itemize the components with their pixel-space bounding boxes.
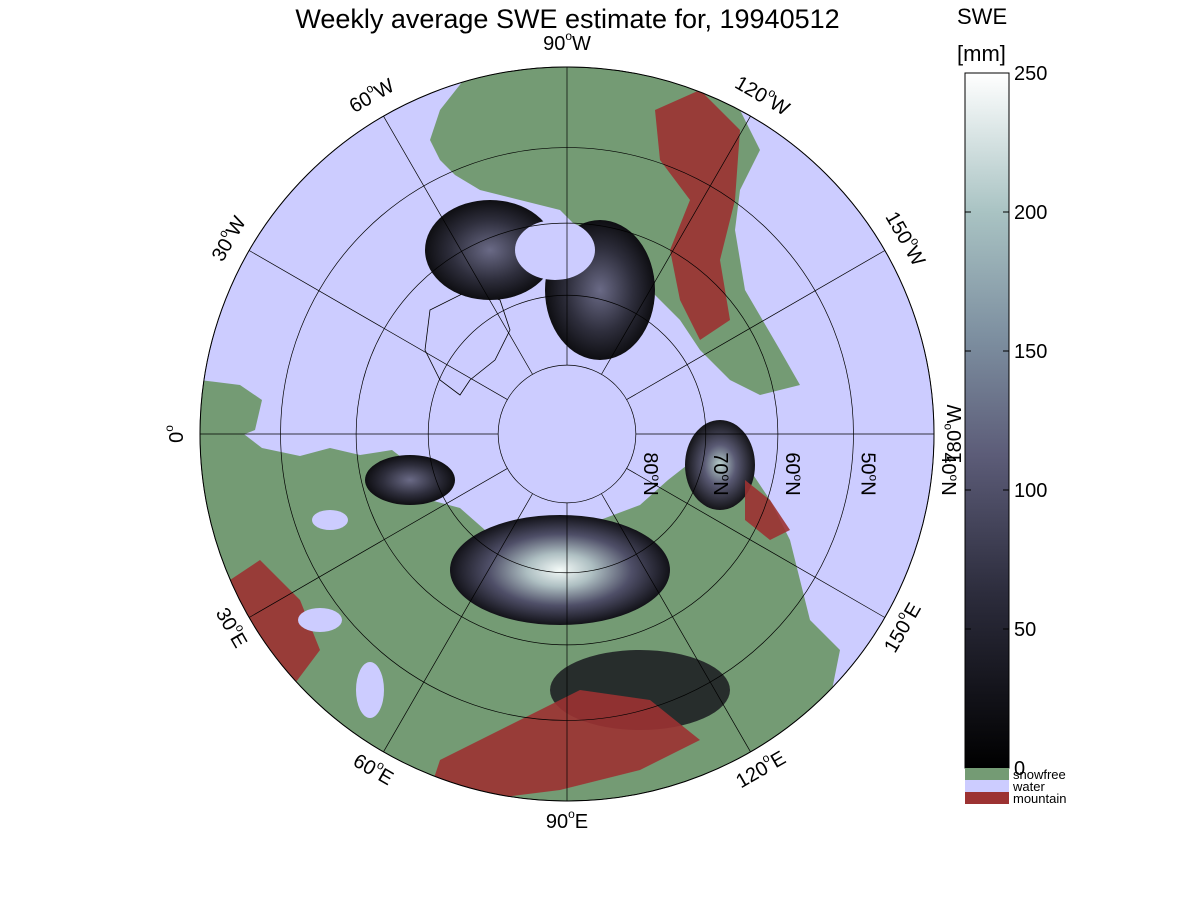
- meridian-150: [626, 468, 886, 618]
- latitude-label-70: 70oN: [709, 452, 733, 495]
- swe-scandinavia: [365, 455, 455, 505]
- colorbar-tick-label-250: 250: [1014, 63, 1047, 85]
- swe-kamchatka: [685, 420, 755, 510]
- latitude-label-80: 80oN: [639, 452, 663, 495]
- mountain-east-siberia: [745, 480, 790, 540]
- mountain-rockies: [655, 90, 740, 340]
- colorbar-tick-label-200: 200: [1014, 202, 1047, 224]
- category-label-water: water: [1012, 779, 1045, 794]
- category-label-mountain: mountain: [1013, 791, 1066, 806]
- latitude-label-40: 40oN: [937, 452, 961, 495]
- latitude-labels: 40oN 50oN 60oN 70oN 80oN: [639, 452, 961, 495]
- meridian-60: [383, 493, 533, 753]
- water-baltic: [312, 510, 348, 530]
- longitude-label-60W: 60oW: [344, 71, 399, 118]
- category-label-snowfree: snowfree: [1013, 767, 1066, 782]
- meridian--60: [383, 115, 533, 375]
- meridian-30: [248, 468, 508, 618]
- water-caspian: [356, 662, 384, 718]
- swe-canada-east: [425, 200, 555, 300]
- longitude-label-90W: 90oW: [543, 29, 591, 55]
- map-border: [199, 66, 935, 802]
- map-disc: [199, 66, 935, 802]
- meridian--30: [248, 250, 508, 400]
- colorbar-ticks: 0 50 100 150 200 250: [965, 63, 1047, 780]
- colorbar-tick-label-0: 0: [1014, 758, 1025, 780]
- colorbar-tick-label-150: 150: [1014, 341, 1047, 363]
- meridian--120: [601, 115, 751, 375]
- meridian--150: [626, 250, 886, 400]
- colorbar: SWE [mm] 0 50 100 150 200 250 snowfreewatermo…: [957, 4, 1066, 806]
- swe-siberia: [450, 515, 670, 625]
- land-masses: [200, 67, 840, 801]
- longitude-label-180W: 180oW: [940, 404, 966, 463]
- meridian-120: [601, 493, 751, 753]
- colorbar-tick-label-100: 100: [1014, 480, 1047, 502]
- longitude-label-30W: 30oW: [204, 211, 251, 266]
- longitude-label-90E: 90oE: [546, 807, 588, 833]
- colorbar-label-units: [mm]: [957, 41, 1006, 66]
- colorbar-label-variable: SWE: [957, 4, 1007, 29]
- category-swatch-snowfree: [965, 768, 1009, 780]
- latitude-label-60: 60oN: [781, 452, 805, 495]
- water-black-sea: [298, 608, 342, 632]
- land-europe-west: [200, 380, 262, 440]
- mountain-asia: [430, 690, 700, 800]
- colorbar-scale: [964, 72, 1010, 769]
- category-swatch-water: [965, 780, 1009, 792]
- longitude-label-0: 0o: [162, 425, 188, 443]
- colorbar-tick-label-50: 50: [1014, 619, 1036, 641]
- map-title: Weekly average SWE estimate for, 1994051…: [295, 4, 840, 34]
- category-swatch-mountain: [965, 792, 1009, 804]
- latitude-label-50: 50oN: [856, 452, 880, 495]
- mountain-europe: [230, 560, 320, 690]
- water-hudson-bay: [515, 220, 595, 280]
